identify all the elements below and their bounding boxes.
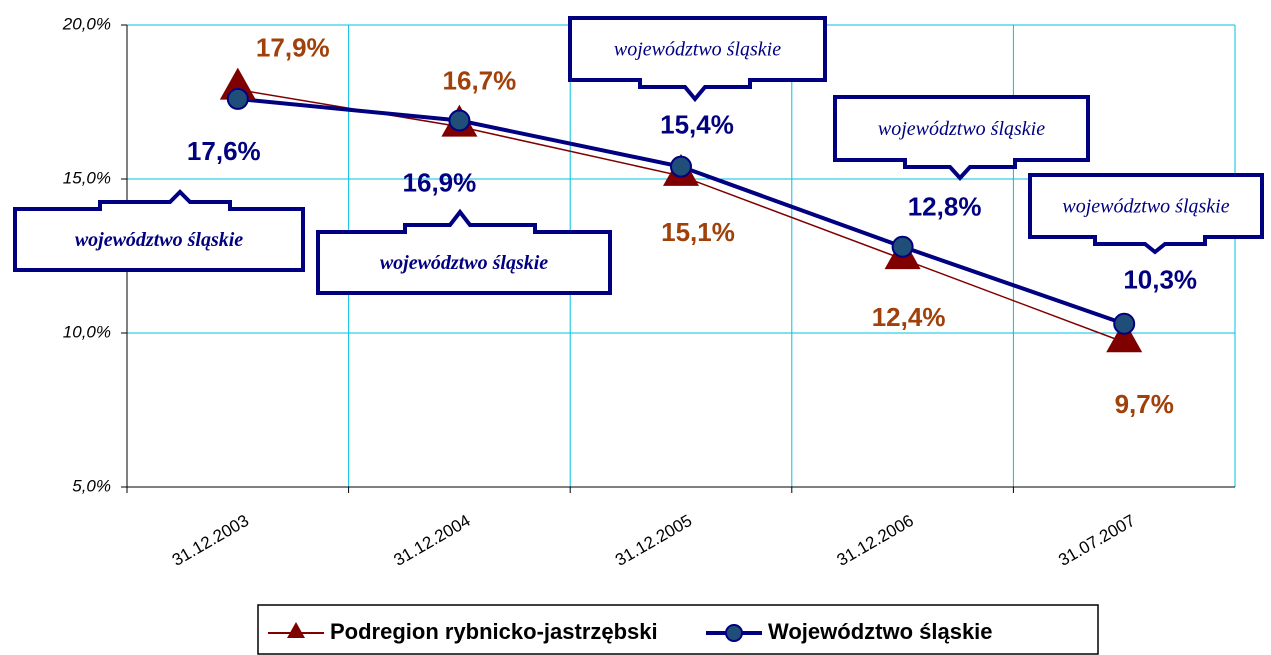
- callout-pointer: [638, 80, 752, 103]
- callout-box: [1028, 173, 1264, 239]
- marker: [670, 155, 692, 178]
- legend-box: [257, 604, 1099, 655]
- data-label: 12,8%: [908, 192, 982, 222]
- legend-label: Województwo śląskie: [768, 619, 993, 644]
- callout-pointer: [1093, 237, 1207, 255]
- x-tick-label: 31.12.2004: [390, 511, 473, 570]
- marker: [226, 87, 249, 110]
- legend-marker: [725, 624, 743, 642]
- marker: [891, 235, 914, 258]
- legend-label: Podregion rybnicko-jastrzębski: [330, 619, 658, 644]
- annotation: województwo śląskie: [1062, 196, 1229, 218]
- data-label: 9,7%: [1115, 389, 1174, 419]
- data-label: 16,9%: [403, 167, 477, 197]
- annotation: województwo śląskie: [75, 229, 243, 251]
- x-tick-label: 31.07.2007: [1055, 511, 1138, 570]
- data-label: 15,4%: [660, 110, 734, 140]
- data-label: 12,4%: [872, 302, 946, 332]
- annotation: województwo śląskie: [380, 252, 548, 274]
- data-label: 17,6%: [187, 136, 261, 166]
- data-label: 15,1%: [661, 217, 735, 247]
- y-tick-label: 5,0%: [72, 476, 111, 495]
- data-label: 16,7%: [443, 66, 517, 96]
- marker: [1106, 320, 1143, 353]
- x-tick-label: 31.12.2005: [612, 511, 695, 570]
- legend-marker: [287, 622, 305, 638]
- x-tick-label: 31.12.2006: [834, 511, 917, 570]
- annotation: województwo śląskie: [878, 118, 1045, 140]
- data-label: 10,3%: [1123, 265, 1197, 295]
- marker: [219, 67, 256, 100]
- marker: [1113, 312, 1136, 335]
- y-tick-label: 20,0%: [62, 14, 111, 33]
- marker: [448, 109, 471, 132]
- y-tick-label: 10,0%: [63, 322, 111, 341]
- y-tick-label: 15,0%: [63, 168, 111, 187]
- callout-box: [833, 95, 1090, 162]
- callout-box: [316, 230, 612, 295]
- callout-box: [13, 207, 305, 272]
- x-tick-label: 31.12.2003: [169, 511, 252, 570]
- callout-pointer: [903, 160, 1017, 181]
- annotation: województwo śląskie: [614, 39, 781, 61]
- callout-pointer: [98, 189, 232, 209]
- callout-pointer: [403, 208, 537, 232]
- data-label: 17,9%: [256, 33, 330, 63]
